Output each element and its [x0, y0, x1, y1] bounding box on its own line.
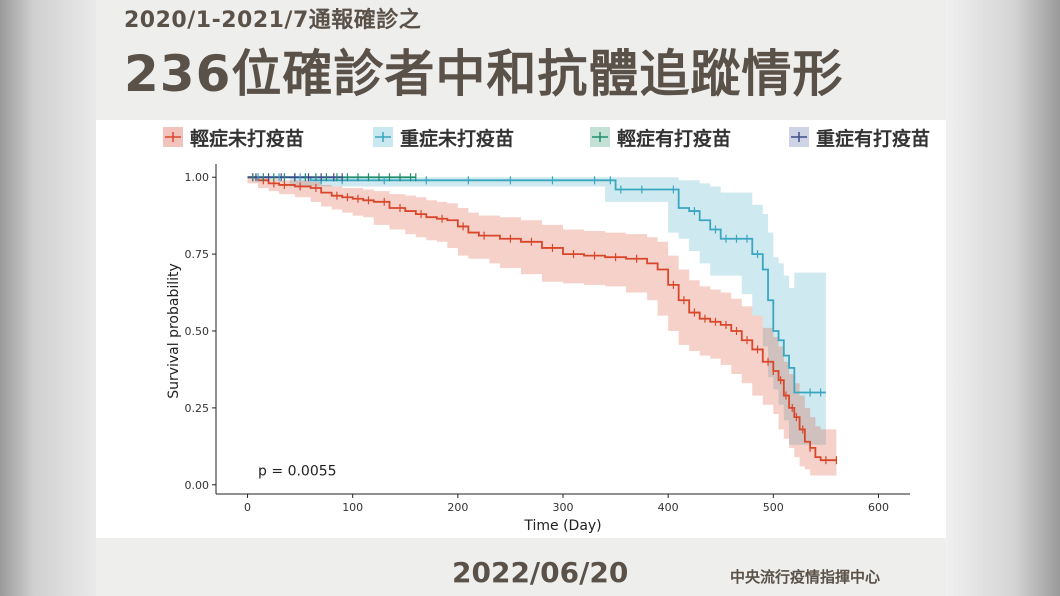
legend-item-mild-vaccinated: 輕症有打疫苗: [589, 122, 731, 152]
y-tick-label: 0.75: [185, 248, 210, 261]
legend-item-severe-vaccinated: 重症有打疫苗: [788, 122, 930, 152]
legend-label-severe-vaccinated: 重症有打疫苗: [816, 127, 931, 150]
x-tick-label: 200: [447, 501, 468, 514]
right-blur-edge: [946, 0, 1060, 596]
slide-date: 2022/06/20: [452, 556, 629, 589]
x-tick-label: 100: [342, 501, 363, 514]
survival-chart: 0 100 200 300 400 500 6000.000.250.500.751.00 …: [166, 164, 910, 534]
y-tick-label: 1.00: [185, 171, 210, 184]
y-axis-label: Survival probability: [166, 263, 182, 399]
x-tick-label: 300: [553, 501, 574, 514]
x-axis-label: Time (Day): [523, 518, 601, 534]
slide-title: 236位確診者中和抗體追蹤情形: [124, 45, 844, 103]
header-band: [96, 0, 946, 120]
legend-label-mild-vaccinated: 輕症有打疫苗: [617, 127, 732, 150]
left-blur-edge: [0, 0, 96, 596]
x-tick-label: 600: [868, 501, 889, 514]
source-organization: 中央流行疫情指揮中心: [730, 568, 881, 586]
legend-item-mild-unvaccinated: 輕症未打疫苗: [162, 122, 304, 152]
y-tick-label: 0.00: [185, 479, 210, 492]
legend-item-severe-unvaccinated: 重症未打疫苗: [372, 122, 514, 152]
chart-area: [96, 120, 946, 538]
x-tick-label: 400: [658, 501, 679, 514]
footer-band: [96, 538, 946, 596]
legend-label-mild-unvaccinated: 輕症未打疫苗: [190, 127, 305, 150]
legend-key-mild-unvaccinated: [162, 126, 184, 148]
legend-label-severe-unvaccinated: 重症未打疫苗: [400, 127, 515, 150]
slide-subtitle: 2020/1-2021/7通報確診之: [124, 8, 422, 33]
survival-line-series-1: [247, 176, 826, 394]
legend-key-mild-vaccinated: [589, 126, 611, 148]
y-tick-label: 0.50: [185, 325, 210, 338]
y-tick-label: 0.25: [185, 402, 210, 415]
legend-key-severe-vaccinated: [788, 126, 810, 148]
p-value-annotation: p = 0.0055: [258, 464, 337, 480]
x-tick-label: 0: [244, 501, 251, 514]
axes: 0 100 200 300 400 500 600 0.00 0.25 0.50 0.75 1.00: [185, 164, 910, 514]
confidence-bands: [247, 177, 837, 476]
censor-marks: [252, 173, 837, 465]
x-tick-label: 500: [763, 501, 784, 514]
legend-key-severe-unvaccinated: [372, 126, 394, 148]
ci-band-series-0: [247, 177, 837, 476]
